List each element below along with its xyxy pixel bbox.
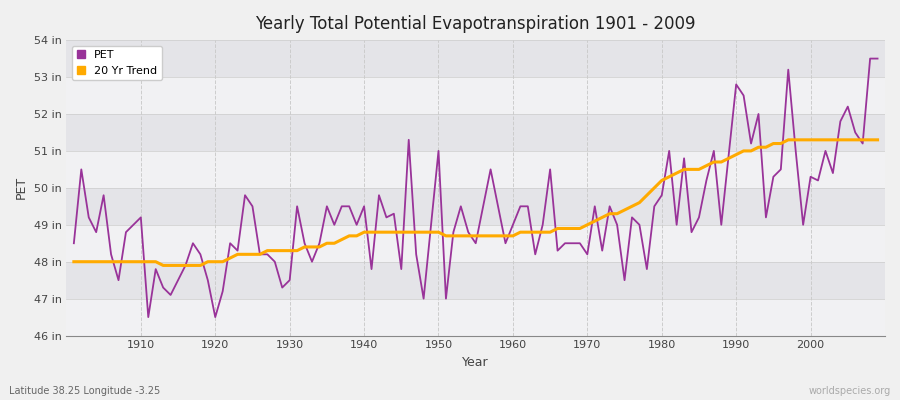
X-axis label: Year: Year: [463, 356, 489, 369]
Text: Latitude 38.25 Longitude -3.25: Latitude 38.25 Longitude -3.25: [9, 386, 160, 396]
Bar: [67, 225, 885, 262]
Legend: PET, 20 Yr Trend: PET, 20 Yr Trend: [72, 46, 162, 80]
Bar: [67, 151, 885, 188]
Text: worldspecies.org: worldspecies.org: [809, 386, 891, 396]
Bar: [67, 77, 885, 114]
Title: Yearly Total Potential Evapotranspiration 1901 - 2009: Yearly Total Potential Evapotranspiratio…: [256, 15, 696, 33]
Bar: [67, 299, 885, 336]
Y-axis label: PET: PET: [15, 176, 28, 200]
